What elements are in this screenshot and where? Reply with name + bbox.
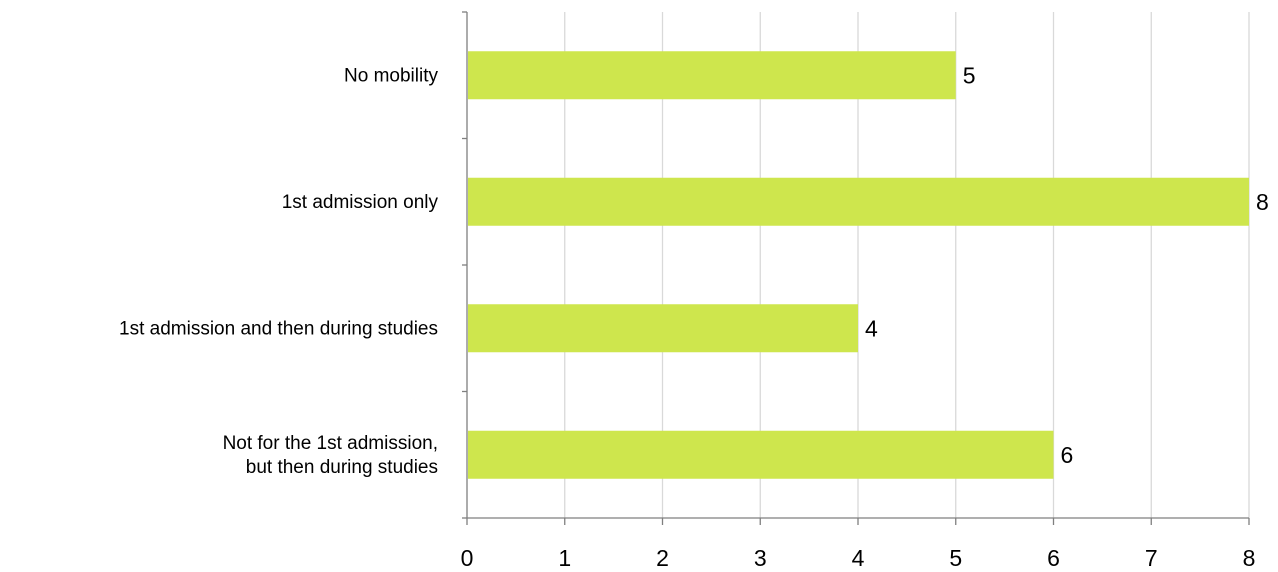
x-tick-label: 8 xyxy=(1243,545,1256,571)
category-label: Not for the 1st admission, but then durin… xyxy=(223,433,438,478)
category-label: No mobility xyxy=(344,65,438,86)
axes xyxy=(462,11,1250,525)
bar xyxy=(468,51,956,100)
x-tick-label: 2 xyxy=(656,545,669,571)
bar xyxy=(468,430,1054,479)
x-tick-label: 6 xyxy=(1047,545,1060,571)
x-tick-label: 1 xyxy=(558,545,571,571)
x-tick-label: 4 xyxy=(852,545,865,571)
data-label: 8 xyxy=(1256,189,1269,215)
data-label: 6 xyxy=(1061,442,1074,468)
x-tick-label: 3 xyxy=(754,545,767,571)
x-tick-label: 0 xyxy=(461,545,474,571)
x-tick-label: 5 xyxy=(949,545,962,571)
data-label: 4 xyxy=(865,315,878,341)
category-label: 1st admission only xyxy=(282,192,439,213)
category-label: 1st admission and then during studies xyxy=(119,318,438,339)
bars xyxy=(468,51,1249,479)
bar xyxy=(468,304,858,353)
x-tick-label: 7 xyxy=(1145,545,1158,571)
data-label: 5 xyxy=(963,62,976,88)
bar xyxy=(468,177,1249,226)
labels: 0 1 2 3 4 5 6 7 8 5 No mobility 8 1st admission only… xyxy=(119,62,1269,571)
